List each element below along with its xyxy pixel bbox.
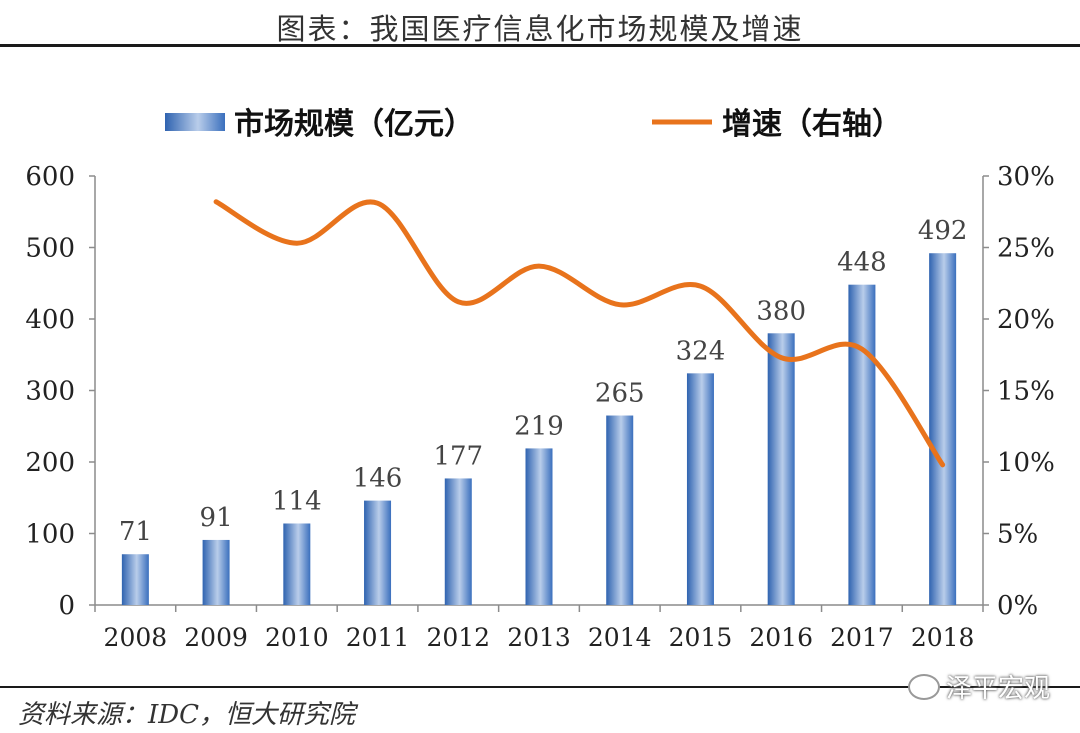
bar-data-label: 265 xyxy=(595,379,645,409)
bar-data-label: 219 xyxy=(514,411,564,441)
left-tick-label: 0 xyxy=(58,591,75,621)
bar-data-label: 114 xyxy=(272,486,322,516)
watermark-text: 泽平宏观 xyxy=(945,674,1050,704)
bar-data-label: 492 xyxy=(918,216,968,246)
bar-data-label: 91 xyxy=(200,503,233,533)
bar-data-label: 71 xyxy=(119,517,152,547)
right-tick-label: 25% xyxy=(997,234,1055,264)
right-tick-label: 0% xyxy=(997,591,1038,621)
right-tick-label: 5% xyxy=(997,520,1038,550)
watermark: 泽平宏观 xyxy=(907,668,1050,705)
x-tick-label: 2012 xyxy=(426,623,490,652)
bar-data-label: 448 xyxy=(837,248,887,278)
legend-bar-swatch xyxy=(165,113,225,131)
right-tick-label: 10% xyxy=(997,448,1055,478)
bar xyxy=(444,478,472,605)
footer-rule xyxy=(0,686,1080,688)
left-tick-label: 200 xyxy=(25,448,75,478)
bar xyxy=(686,373,714,605)
bar xyxy=(121,554,149,605)
x-tick-label: 2008 xyxy=(104,623,168,652)
chart-area: 市场规模（亿元） 增速（右轴） 0 100 200 300 400 500 600 0% 5% 10… xyxy=(25,107,1054,652)
right-tick-label: 15% xyxy=(997,377,1055,407)
line-series xyxy=(213,199,946,468)
right-tick-label: 20% xyxy=(997,305,1055,335)
legend-bar-label: 市场规模（亿元） xyxy=(234,107,474,142)
x-tick-label: 2010 xyxy=(265,623,329,652)
left-tick-label: 400 xyxy=(25,305,75,335)
chart-title: 图表：我国医疗信息化市场规模及增速 xyxy=(276,12,804,46)
bar xyxy=(364,500,392,605)
bar xyxy=(202,539,230,605)
bar xyxy=(283,523,311,605)
bar-data-label: 146 xyxy=(353,464,403,494)
x-tick-label: 2016 xyxy=(749,623,813,652)
wechat-icon xyxy=(907,673,940,700)
legend: 市场规模（亿元） 增速（右轴） xyxy=(165,107,902,142)
legend-line-label: 增速（右轴） xyxy=(722,107,902,142)
bar xyxy=(929,253,957,605)
left-tick-label: 500 xyxy=(25,234,75,264)
x-tick-label: 2011 xyxy=(346,623,410,652)
bar-data-label: 380 xyxy=(756,296,806,326)
title-rule xyxy=(0,44,1080,47)
source-note: 资料来源：IDC，恒大研究院 xyxy=(18,700,356,730)
bar-data-label: 324 xyxy=(676,336,726,366)
bar xyxy=(767,333,795,605)
x-tick-label: 2015 xyxy=(669,623,733,652)
x-tick-label: 2013 xyxy=(507,623,571,652)
left-tick-label: 100 xyxy=(25,520,75,550)
bar-data-label: 177 xyxy=(433,441,483,471)
bar xyxy=(606,415,634,605)
x-tick-label: 2014 xyxy=(588,623,652,652)
axes: 0 100 200 300 400 500 600 0% 5% 10% 15% 20% 25% 30% 20… xyxy=(25,162,1054,652)
growth-line xyxy=(213,199,946,468)
bar xyxy=(848,284,876,605)
x-tick-label: 2009 xyxy=(184,623,248,652)
bar-series: 71 91 114 146 177 219 265 324 380 448 492 xyxy=(119,216,968,605)
left-tick-label: 300 xyxy=(25,377,75,407)
left-tick-label: 600 xyxy=(25,162,75,192)
x-tick-label: 2018 xyxy=(911,623,975,652)
x-tick-label: 2017 xyxy=(830,623,894,652)
right-tick-label: 30% xyxy=(997,162,1055,192)
bar xyxy=(525,448,553,605)
